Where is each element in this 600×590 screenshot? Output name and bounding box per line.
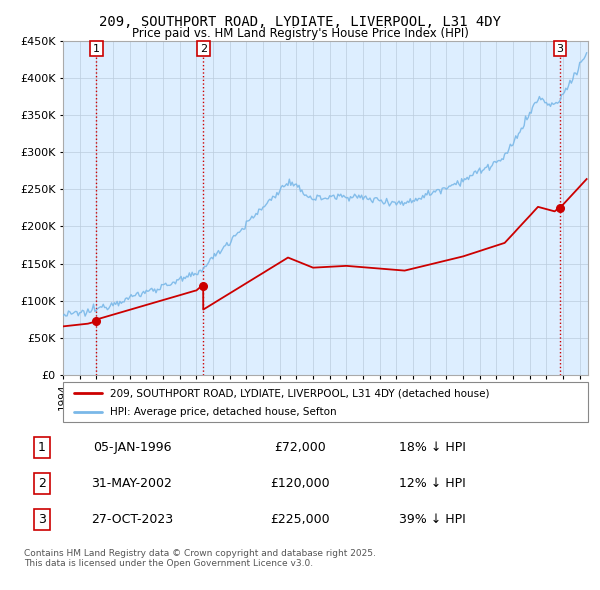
Text: 18% ↓ HPI: 18% ↓ HPI [398,441,466,454]
Text: 05-JAN-1996: 05-JAN-1996 [93,441,171,454]
FancyBboxPatch shape [63,382,588,422]
Text: 31-MAY-2002: 31-MAY-2002 [92,477,172,490]
Text: Price paid vs. HM Land Registry's House Price Index (HPI): Price paid vs. HM Land Registry's House … [131,27,469,40]
Text: Contains HM Land Registry data © Crown copyright and database right 2025.
This d: Contains HM Land Registry data © Crown c… [24,549,376,568]
Text: £72,000: £72,000 [274,441,326,454]
Text: 1: 1 [93,44,100,54]
Text: 209, SOUTHPORT ROAD, LYDIATE, LIVERPOOL, L31 4DY: 209, SOUTHPORT ROAD, LYDIATE, LIVERPOOL,… [99,15,501,29]
Text: 209, SOUTHPORT ROAD, LYDIATE, LIVERPOOL, L31 4DY (detached house): 209, SOUTHPORT ROAD, LYDIATE, LIVERPOOL,… [110,388,490,398]
Text: £225,000: £225,000 [270,513,330,526]
Text: 3: 3 [38,513,46,526]
Text: 12% ↓ HPI: 12% ↓ HPI [398,477,466,490]
Text: 2: 2 [38,477,46,490]
Text: HPI: Average price, detached house, Sefton: HPI: Average price, detached house, Seft… [110,407,337,417]
Text: 27-OCT-2023: 27-OCT-2023 [91,513,173,526]
Text: 3: 3 [557,44,563,54]
Text: 2: 2 [200,44,207,54]
Text: £120,000: £120,000 [270,477,330,490]
Text: 39% ↓ HPI: 39% ↓ HPI [398,513,466,526]
Text: 1: 1 [38,441,46,454]
